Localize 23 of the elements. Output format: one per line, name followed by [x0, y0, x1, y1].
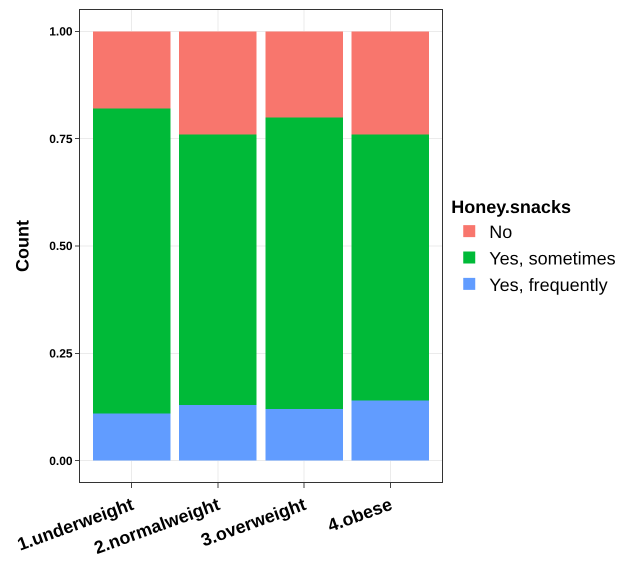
y-tick-label: 0.25	[49, 346, 73, 360]
bar	[352, 31, 430, 134]
bar	[92, 413, 170, 461]
legend-label: Yes, frequently	[489, 274, 608, 295]
y-tick-label: 0.50	[49, 239, 73, 254]
y-tick-label: 0.75	[49, 132, 73, 146]
y-tick-label: 1.00	[49, 24, 73, 39]
bar	[352, 134, 430, 400]
y-tick-label: 0.00	[49, 454, 73, 468]
bar	[265, 117, 343, 410]
legend-title: Honey.snacks	[451, 196, 571, 217]
y-axis-title: Count	[12, 220, 32, 272]
bar	[265, 409, 343, 461]
bar	[352, 400, 430, 461]
bar	[179, 134, 257, 405]
bar	[179, 404, 257, 461]
bar	[92, 31, 170, 109]
x-tick-label: 4.obese	[324, 494, 395, 536]
legend-label: Yes, sometimes	[489, 248, 616, 269]
bar	[92, 108, 170, 414]
legend-label: No	[489, 222, 512, 242]
bar	[179, 31, 257, 134]
bar	[265, 31, 343, 118]
